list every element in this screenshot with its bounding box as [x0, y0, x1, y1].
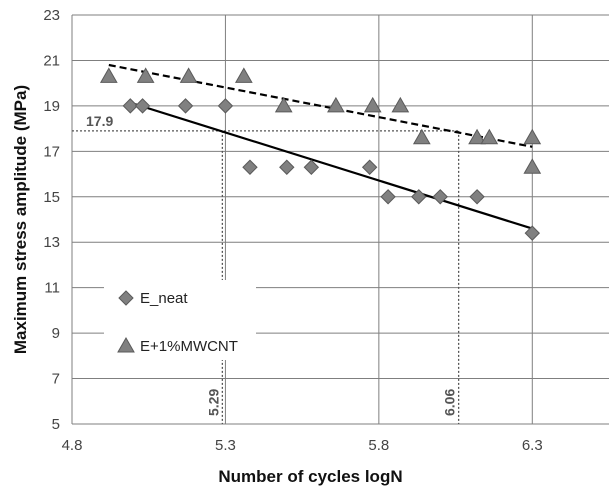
tick-labels: 5 7 9 11 13 15 17 19 21 23 4.8 5.3 5.8 6.3 [43, 7, 542, 454]
y-tick-label: 21 [43, 52, 60, 69]
data-point [279, 159, 295, 175]
data-point [432, 189, 448, 205]
data-point [523, 128, 542, 145]
data-point [524, 225, 540, 241]
data-point [327, 96, 345, 113]
trendlines [108, 63, 533, 230]
grid [71, 14, 609, 425]
data-point [234, 67, 253, 83]
data-point [412, 128, 431, 145]
legend: E_neat E+1%MWCNT [104, 280, 256, 360]
y-axis-title: Maximum stress amplitude (MPa) [11, 85, 30, 354]
legend-marker [117, 336, 135, 353]
data-point [469, 189, 485, 205]
data-point [523, 158, 542, 174]
annotations: 17.9 5.29 6.06 [72, 113, 460, 424]
data-point [391, 96, 410, 113]
data-point [480, 128, 499, 145]
trendline [108, 63, 533, 148]
legend-label: E_neat [140, 290, 188, 307]
x-tick-label: 6.3 [522, 437, 543, 454]
legend-marker [118, 290, 134, 306]
y-tick-label: 7 [52, 371, 60, 388]
y-tick-label: 17 [43, 143, 60, 160]
annotation-label: 17.9 [86, 113, 113, 129]
y-tick-label: 15 [43, 189, 60, 206]
x-tick-label: 5.8 [368, 437, 389, 454]
data-point [242, 159, 258, 175]
legend-label: E+1%MWCNT [140, 338, 238, 355]
data-point [380, 189, 396, 205]
data-point [136, 67, 155, 83]
data-points [99, 67, 542, 241]
y-tick-label: 11 [44, 280, 60, 297]
data-point [411, 189, 427, 205]
y-tick-label: 13 [43, 234, 60, 251]
annotation-label: 6.06 [442, 389, 458, 416]
data-point [99, 67, 118, 83]
y-tick-label: 5 [52, 416, 60, 433]
data-point [468, 128, 486, 145]
data-point [303, 159, 320, 175]
x-tick-label: 5.3 [215, 437, 236, 454]
x-axis-title: Number of cycles logN [218, 467, 402, 486]
y-tick-label: 23 [43, 7, 60, 24]
data-point [177, 98, 194, 114]
data-point [179, 67, 198, 83]
data-point [361, 159, 378, 175]
data-point [363, 96, 382, 113]
y-tick-label: 9 [52, 325, 60, 342]
data-point [122, 98, 139, 114]
y-tick-label: 19 [43, 98, 60, 115]
x-tick-label: 4.8 [62, 437, 83, 454]
data-point [274, 96, 293, 113]
data-point [217, 98, 234, 114]
annotation-label: 5.29 [205, 389, 221, 416]
trendline [133, 102, 533, 230]
data-point [134, 98, 151, 114]
